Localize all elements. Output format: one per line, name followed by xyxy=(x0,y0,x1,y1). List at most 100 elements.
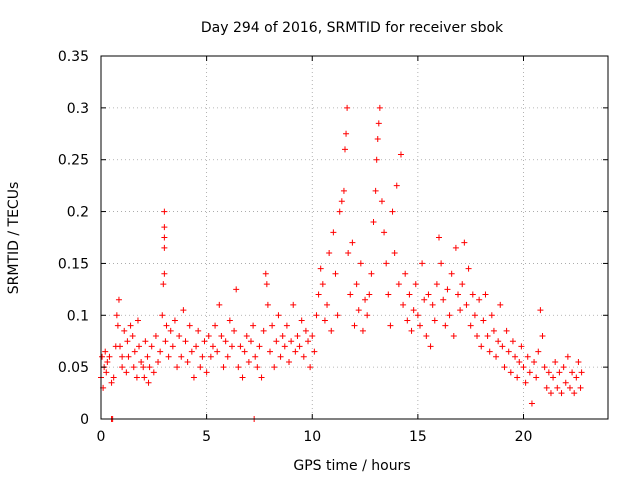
data-point xyxy=(550,374,557,381)
data-point xyxy=(471,312,478,319)
data-point xyxy=(315,291,322,298)
data-point xyxy=(283,322,290,329)
data-point xyxy=(197,364,204,371)
data-point xyxy=(545,369,552,376)
data-point xyxy=(524,353,531,360)
y-tick-label: 0.05 xyxy=(58,360,89,376)
data-point xyxy=(349,239,356,246)
data-point xyxy=(476,296,483,303)
data-point xyxy=(161,208,168,215)
data-point xyxy=(152,333,159,340)
data-point xyxy=(427,343,434,350)
axis-ticks xyxy=(100,55,608,420)
data-point xyxy=(235,364,242,371)
data-point xyxy=(117,343,124,350)
data-point xyxy=(146,364,153,371)
data-point xyxy=(518,343,525,350)
data-point xyxy=(425,291,432,298)
data-point xyxy=(490,327,497,334)
data-point xyxy=(531,358,538,365)
data-point xyxy=(566,384,573,391)
data-point xyxy=(271,364,278,371)
y-tick-label: 0.1 xyxy=(67,308,89,324)
data-point xyxy=(493,353,500,360)
data-point xyxy=(239,374,246,381)
data-point xyxy=(243,333,250,340)
data-point xyxy=(311,348,318,355)
data-point xyxy=(461,239,468,246)
y-tick-label: 0.3 xyxy=(67,101,89,117)
data-point xyxy=(393,182,400,189)
data-point xyxy=(121,327,128,334)
data-point xyxy=(578,369,585,376)
data-point xyxy=(292,348,299,355)
data-point xyxy=(233,286,240,293)
data-point xyxy=(176,333,183,340)
data-point xyxy=(533,374,540,381)
data-point xyxy=(554,384,561,391)
data-point xyxy=(186,322,193,329)
data-point xyxy=(556,369,563,376)
data-point xyxy=(286,358,293,365)
data-point xyxy=(228,343,235,350)
data-point xyxy=(141,374,148,381)
data-point xyxy=(410,307,417,314)
data-point xyxy=(305,338,312,345)
data-point xyxy=(436,234,442,241)
data-point xyxy=(488,312,495,319)
data-point xyxy=(201,338,208,345)
data-point xyxy=(263,281,270,288)
data-point xyxy=(144,353,151,360)
x-tick-labels: 0 5 10 15 20 xyxy=(97,429,533,445)
data-point xyxy=(499,343,506,350)
data-point xyxy=(133,374,140,381)
data-point xyxy=(290,301,297,308)
data-point xyxy=(374,135,381,142)
data-point xyxy=(321,317,328,324)
data-point xyxy=(552,358,559,365)
data-point xyxy=(124,338,131,345)
data-point xyxy=(444,286,451,293)
data-point xyxy=(136,343,143,350)
data-point xyxy=(161,244,168,251)
y-tick-label: 0.35 xyxy=(58,49,89,65)
data-point xyxy=(431,317,438,324)
data-point xyxy=(195,327,202,334)
data-point xyxy=(252,353,259,360)
data-point xyxy=(484,333,491,340)
data-point xyxy=(165,353,172,360)
data-point xyxy=(381,229,388,236)
data-point xyxy=(562,379,569,386)
data-point xyxy=(404,317,411,324)
data-point xyxy=(375,120,382,127)
data-point xyxy=(256,343,263,350)
data-point xyxy=(193,343,200,350)
data-point xyxy=(222,338,229,345)
data-point xyxy=(134,317,141,324)
data-point xyxy=(220,364,227,371)
data-point xyxy=(373,156,380,163)
x-axis-label: GPS time / hours xyxy=(293,458,410,474)
data-point xyxy=(296,343,303,350)
y-tick-label: 0 xyxy=(80,412,89,428)
data-point xyxy=(163,322,170,329)
data-point xyxy=(571,390,578,397)
data-point xyxy=(148,343,155,350)
data-point xyxy=(216,301,223,308)
data-point xyxy=(334,312,341,319)
data-point xyxy=(277,353,284,360)
data-point xyxy=(269,322,276,329)
data-point xyxy=(446,312,453,319)
data-point xyxy=(324,301,331,308)
data-point xyxy=(125,353,132,360)
data-point xyxy=(347,291,354,298)
data-point xyxy=(560,364,567,371)
data-point xyxy=(505,348,512,355)
data-point xyxy=(127,322,134,329)
data-point xyxy=(169,343,176,350)
data-point xyxy=(119,364,126,371)
data-point xyxy=(110,374,117,381)
data-point xyxy=(359,327,366,334)
data-point xyxy=(190,374,197,381)
